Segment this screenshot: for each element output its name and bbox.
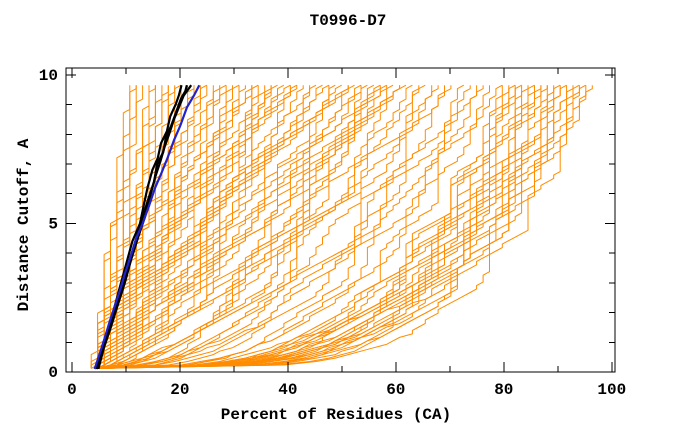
- model-curve: [97, 85, 555, 369]
- x-tick-label: 60: [386, 381, 405, 399]
- model-curve: [97, 85, 298, 369]
- model-curve: [97, 84, 516, 369]
- model-curve: [97, 85, 484, 369]
- x-tick-label: 0: [67, 381, 77, 399]
- model-curve: [103, 84, 381, 369]
- x-tick-label: 40: [278, 381, 297, 399]
- model-curve: [97, 85, 510, 369]
- model-curve: [97, 85, 156, 369]
- x-tick-label: 80: [494, 381, 513, 399]
- model-curve: [97, 84, 362, 369]
- model-curve: [97, 85, 208, 369]
- model-curve: [97, 85, 362, 369]
- y-tick-label: 0: [48, 364, 58, 382]
- model-curve: [97, 85, 593, 369]
- model-curve: [97, 84, 567, 369]
- x-tick-label: 100: [597, 381, 626, 399]
- model-curve: [97, 84, 330, 369]
- y-axis-title: Distance Cutoff, A: [15, 138, 33, 312]
- model-curve: [97, 84, 298, 369]
- plot-border: [65, 67, 616, 373]
- model-curve: [97, 84, 580, 369]
- model-curve: [90, 85, 137, 369]
- model-curve: [97, 85, 548, 369]
- model-curve: [97, 84, 355, 369]
- model-curve: [97, 85, 349, 369]
- model-black-3: [97, 84, 193, 370]
- y-tick-label: 10: [39, 67, 58, 85]
- chart-title: T0996-D7: [309, 12, 387, 30]
- model-curve: [97, 85, 388, 369]
- model-curve: [97, 85, 478, 369]
- model-curve: [97, 84, 522, 369]
- model-curve: [97, 85, 452, 369]
- orange-curves: [90, 84, 593, 369]
- highlight-curves: [93, 84, 201, 370]
- model-curve: [97, 85, 156, 369]
- model-curve: [103, 85, 304, 369]
- model-curve: [97, 84, 387, 369]
- model-curve: [97, 84, 259, 369]
- model-curve: [97, 85, 401, 369]
- x-tick-label: 20: [170, 381, 189, 399]
- model-curve: [97, 85, 490, 369]
- model-curve: [97, 85, 471, 369]
- model-curve: [97, 84, 503, 369]
- model-curve: [97, 85, 445, 369]
- model-curve: [97, 84, 413, 369]
- y-tick-label: 5: [48, 215, 58, 233]
- model-curve: [97, 84, 465, 369]
- x-axis-title: Percent of Residues (CA): [220, 406, 452, 424]
- model-curve: [97, 85, 433, 369]
- model-curve: [97, 84, 368, 369]
- model-curve: [97, 85, 227, 369]
- axes-frame: [65, 67, 616, 373]
- model-blue: [93, 84, 201, 370]
- model-curve: [97, 85, 548, 369]
- tick-labels: 0 20 40 60 80 100 0 5 10: [39, 67, 626, 399]
